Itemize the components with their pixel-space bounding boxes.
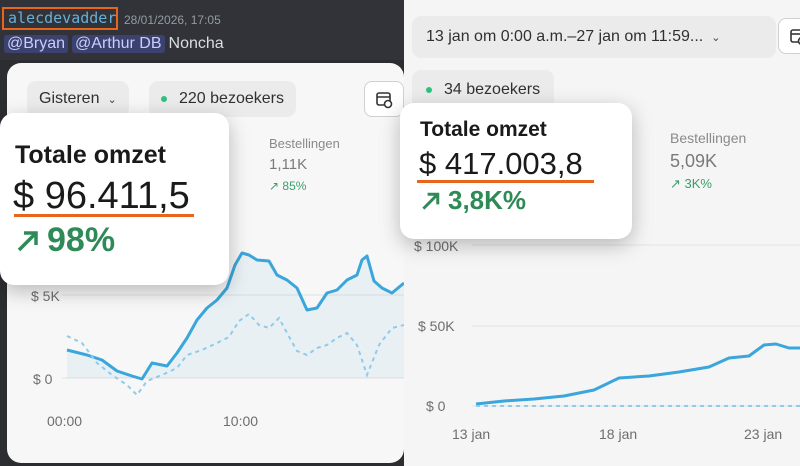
total-sales-change-value: 98% [47,221,116,259]
total-sales-change-value: 3,8K% [448,185,527,215]
orders-change: ↗ 3K% [670,176,712,191]
right-total-sales-popup: Totale omzet $ 417.003,8 3,8K% [400,103,632,239]
value-underline [14,214,194,217]
y-tick-0: $ 0 [426,398,446,414]
period-label: Gisteren [39,90,100,107]
orders-label: Bestellingen [670,130,747,146]
x-tick-0000: 00:00 [47,413,83,429]
status-dot-icon [426,87,432,93]
message-author[interactable]: alecdevadder [8,9,117,27]
value-underline [417,180,594,183]
series-current-line [475,342,800,406]
y-tick-0: $ 0 [33,371,53,387]
author-highlight-box [2,7,118,30]
message-body: @Bryan @Arthur DB Noncha [4,35,224,53]
compare-button[interactable] [364,81,404,117]
arrow-up-right-icon [422,192,440,210]
total-sales-title: Totale omzet [15,141,166,169]
calendar-compare-icon [376,92,393,109]
y-tick-50k: $ 50K [418,318,455,334]
orders-label: Bestellingen [269,136,340,151]
visitors-count: 34 bezoekers [444,81,541,98]
total-sales-title: Totale omzet [420,118,547,141]
orders-value: 1,11K [269,156,308,173]
x-tick-1000: 10:00 [223,413,259,429]
left-sales-chart [62,251,404,397]
right-sales-chart [472,244,800,407]
period-select[interactable]: Gisteren ⌄ [27,81,129,117]
series-current-line [66,251,404,381]
mention-arthur[interactable]: @Arthur DB [72,35,165,53]
compare-button[interactable] [778,18,800,54]
date-range-label: 13 jan om 0:00 a.m.–27 jan om 11:59... [426,28,704,45]
visitors-count: 220 bezoekers [179,90,284,107]
date-range-select[interactable]: 13 jan om 0:00 a.m.–27 jan om 11:59... ⌄ [412,16,776,58]
left-total-sales-popup: Totale omzet $ 96.411,5 98% [0,113,229,285]
visitors-badge: 220 bezoekers [149,81,296,117]
arrow-up-right-icon [17,230,38,251]
y-tick-5k: $ 5K [31,288,60,304]
series-previous-line [66,312,404,397]
mention-bryan[interactable]: @Bryan [4,35,69,53]
status-dot-icon [161,96,167,102]
orders-change: ↗ 85% [269,179,307,193]
caret-down-icon: ⌄ [711,31,721,44]
orders-value: 5,09K [670,151,718,171]
message-timestamp: 28/01/2026, 17:05 [124,13,221,27]
x-tick-23-jan: 23 jan [744,426,783,442]
chat-message-header: alecdevadder 28/01/2026, 17:05 @Bryan @A… [0,0,404,60]
total-sales-value: $ 96.411,5 [13,175,190,217]
x-tick-18-jan: 18 jan [599,426,638,442]
total-sales-change: 98% [15,221,115,260]
total-sales-value: $ 417.003,8 [419,146,583,181]
orders-change-value: 85% [282,179,307,193]
total-sales-change: 3,8K% [420,185,526,216]
y-tick-100k: $ 100K [414,238,459,254]
orders-change-value: 3K% [684,176,712,191]
x-tick-13-jan: 13 jan [452,426,491,442]
caret-down-icon: ⌄ [107,93,117,106]
message-text: Noncha [168,35,224,52]
